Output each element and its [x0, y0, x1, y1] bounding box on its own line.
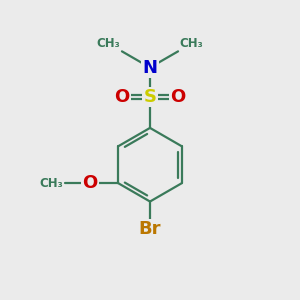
Text: O: O [170, 88, 186, 106]
Text: CH₃: CH₃ [179, 37, 203, 50]
Text: O: O [82, 174, 98, 192]
Text: O: O [114, 88, 130, 106]
Text: Br: Br [139, 220, 161, 238]
Text: N: N [142, 58, 158, 76]
Text: CH₃: CH₃ [39, 177, 63, 190]
Text: S: S [143, 88, 157, 106]
Text: CH₃: CH₃ [97, 37, 121, 50]
